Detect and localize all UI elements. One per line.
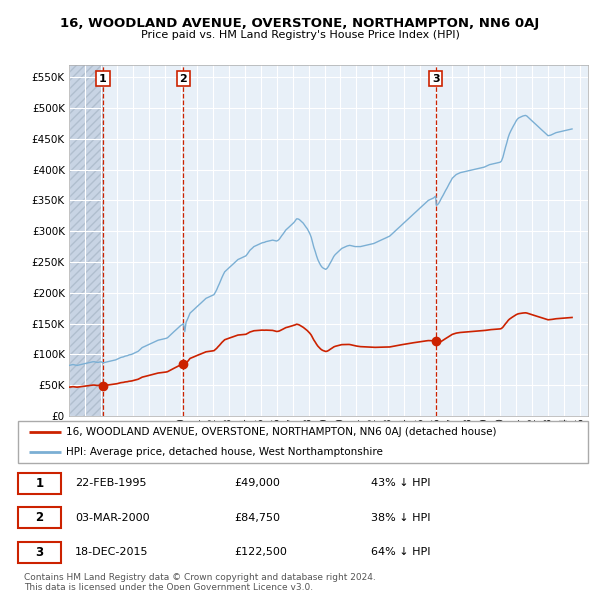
Text: 43% ↓ HPI: 43% ↓ HPI	[371, 478, 431, 489]
Text: 1: 1	[99, 74, 107, 84]
FancyBboxPatch shape	[18, 473, 61, 494]
Bar	[69, 65, 103, 416]
Text: 1: 1	[35, 477, 43, 490]
Text: 3: 3	[35, 546, 43, 559]
Text: 16, WOODLAND AVENUE, OVERSTONE, NORTHAMPTON, NN6 0AJ (detached house): 16, WOODLAND AVENUE, OVERSTONE, NORTHAMP…	[67, 427, 497, 437]
Text: HPI: Average price, detached house, West Northamptonshire: HPI: Average price, detached house, West…	[67, 447, 383, 457]
Text: £122,500: £122,500	[235, 547, 287, 557]
Text: 2: 2	[179, 74, 187, 84]
Text: Contains HM Land Registry data © Crown copyright and database right 2024.: Contains HM Land Registry data © Crown c…	[24, 573, 376, 582]
FancyBboxPatch shape	[18, 507, 61, 528]
Text: £49,000: £49,000	[235, 478, 280, 489]
Text: 38% ↓ HPI: 38% ↓ HPI	[371, 513, 431, 523]
Text: 16, WOODLAND AVENUE, OVERSTONE, NORTHAMPTON, NN6 0AJ: 16, WOODLAND AVENUE, OVERSTONE, NORTHAMP…	[61, 17, 539, 30]
Text: 64% ↓ HPI: 64% ↓ HPI	[371, 547, 431, 557]
Text: Price paid vs. HM Land Registry's House Price Index (HPI): Price paid vs. HM Land Registry's House …	[140, 30, 460, 40]
Text: This data is licensed under the Open Government Licence v3.0.: This data is licensed under the Open Gov…	[24, 583, 313, 590]
Text: £84,750: £84,750	[235, 513, 281, 523]
Text: 3: 3	[432, 74, 439, 84]
Text: 2: 2	[35, 511, 43, 525]
Text: 03-MAR-2000: 03-MAR-2000	[75, 513, 149, 523]
FancyBboxPatch shape	[18, 542, 61, 563]
Text: 18-DEC-2015: 18-DEC-2015	[75, 547, 149, 557]
Text: 22-FEB-1995: 22-FEB-1995	[75, 478, 146, 489]
